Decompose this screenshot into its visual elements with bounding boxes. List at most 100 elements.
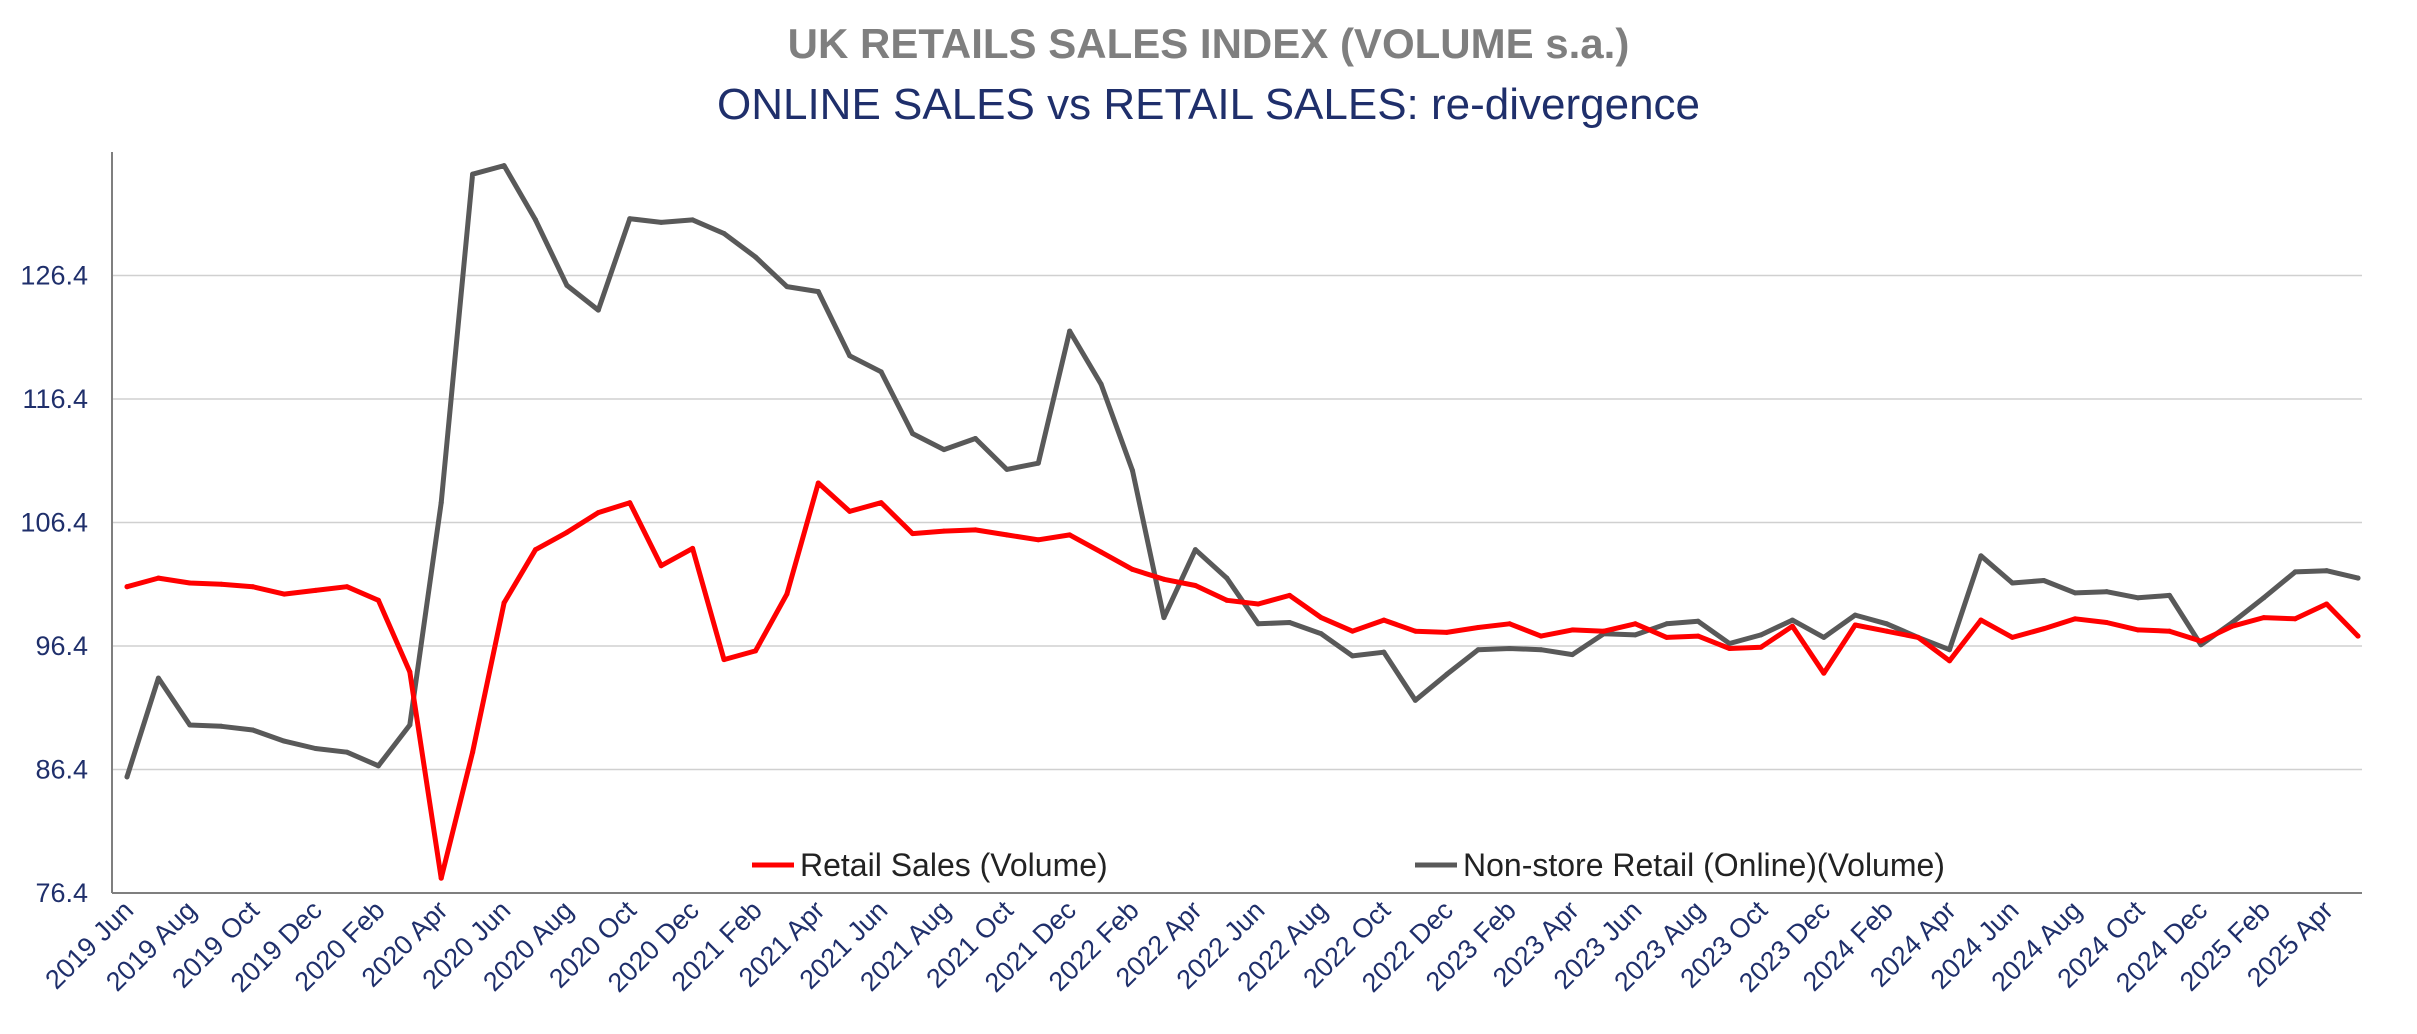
data-point-retail-sales-volume xyxy=(2198,638,2204,644)
data-point-non-store-retail-online-volume xyxy=(2009,580,2015,586)
data-point-non-store-retail-online-volume xyxy=(407,722,413,728)
data-point-retail-sales-volume xyxy=(407,669,413,675)
data-point-non-store-retail-online-volume xyxy=(187,722,193,728)
data-point-retail-sales-volume xyxy=(941,528,947,534)
data-point-retail-sales-volume xyxy=(218,581,224,587)
data-point-non-store-retail-online-volume xyxy=(972,436,978,442)
data-point-non-store-retail-online-volume xyxy=(1947,647,1953,653)
data-point-non-store-retail-online-volume xyxy=(2072,590,2078,596)
data-point-non-store-retail-online-volume xyxy=(375,763,381,769)
data-point-retail-sales-volume xyxy=(1349,628,1355,634)
data-point-non-store-retail-online-volume xyxy=(2261,595,2267,601)
data-point-retail-sales-volume xyxy=(375,597,381,603)
data-point-non-store-retail-online-volume xyxy=(1758,632,1764,638)
data-point-non-store-retail-online-volume xyxy=(124,774,130,780)
data-point-non-store-retail-online-volume xyxy=(1004,466,1010,472)
data-point-retail-sales-volume xyxy=(1695,633,1701,639)
data-point-retail-sales-volume xyxy=(2229,623,2235,629)
data-point-non-store-retail-online-volume xyxy=(721,231,727,237)
data-point-retail-sales-volume xyxy=(1507,621,1513,627)
data-point-retail-sales-volume xyxy=(1664,634,1670,640)
data-point-retail-sales-volume xyxy=(2355,633,2361,639)
data-point-non-store-retail-online-volume xyxy=(501,163,507,169)
data-point-non-store-retail-online-volume xyxy=(1287,620,1293,626)
data-point-retail-sales-volume xyxy=(281,591,287,597)
data-point-non-store-retail-online-volume xyxy=(941,447,947,453)
data-point-retail-sales-volume xyxy=(784,591,790,597)
chart-subtitle: ONLINE SALES vs RETAIL SALES: re-diverge… xyxy=(716,80,1701,129)
data-point-retail-sales-volume xyxy=(124,584,130,590)
data-point-non-store-retail-online-volume xyxy=(1035,460,1041,466)
y-tick-label: 76.4 xyxy=(35,878,88,908)
data-point-retail-sales-volume xyxy=(847,508,853,514)
data-point-retail-sales-volume xyxy=(501,600,507,606)
data-point-retail-sales-volume xyxy=(2072,616,2078,622)
data-point-non-store-retail-online-volume xyxy=(344,749,350,755)
data-point-non-store-retail-online-volume xyxy=(847,353,853,359)
data-point-retail-sales-volume xyxy=(1412,628,1418,634)
data-point-retail-sales-volume xyxy=(1789,623,1795,629)
data-point-non-store-retail-online-volume xyxy=(218,723,224,729)
data-point-non-store-retail-online-volume xyxy=(1412,697,1418,703)
data-point-retail-sales-volume xyxy=(532,547,538,553)
data-point-non-store-retail-online-volume xyxy=(1318,631,1324,637)
data-point-non-store-retail-online-volume xyxy=(1098,381,1104,387)
data-point-non-store-retail-online-volume xyxy=(2292,569,2298,575)
data-point-retail-sales-volume xyxy=(1130,566,1136,572)
data-point-retail-sales-volume xyxy=(1192,582,1198,588)
data-point-retail-sales-volume xyxy=(910,531,916,537)
data-point-retail-sales-volume xyxy=(1569,627,1575,633)
data-point-retail-sales-volume xyxy=(1538,633,1544,639)
data-point-retail-sales-volume xyxy=(1884,628,1890,634)
data-point-non-store-retail-online-volume xyxy=(752,254,758,260)
data-point-non-store-retail-online-volume xyxy=(690,217,696,223)
data-point-retail-sales-volume xyxy=(1758,644,1764,650)
data-point-retail-sales-volume xyxy=(313,587,319,593)
data-point-non-store-retail-online-volume xyxy=(1161,615,1167,621)
data-point-non-store-retail-online-volume xyxy=(1130,468,1136,474)
legend-label: Retail Sales (Volume) xyxy=(800,847,1108,883)
data-point-non-store-retail-online-volume xyxy=(1192,547,1198,553)
data-point-retail-sales-volume xyxy=(1915,634,1921,640)
data-point-non-store-retail-online-volume xyxy=(1695,618,1701,624)
data-point-non-store-retail-online-volume xyxy=(2104,589,2110,595)
data-point-non-store-retail-online-volume xyxy=(1067,328,1073,334)
data-point-retail-sales-volume xyxy=(1224,597,1230,603)
data-point-non-store-retail-online-volume xyxy=(2324,568,2330,574)
data-point-retail-sales-volume xyxy=(1381,617,1387,623)
data-point-non-store-retail-online-volume xyxy=(438,500,444,506)
data-point-retail-sales-volume xyxy=(2166,628,2172,634)
data-point-non-store-retail-online-volume xyxy=(1349,653,1355,659)
data-point-retail-sales-volume xyxy=(2009,634,2015,640)
data-point-retail-sales-volume xyxy=(2104,620,2110,626)
data-point-retail-sales-volume xyxy=(1475,624,1481,630)
data-point-non-store-retail-online-volume xyxy=(1569,652,1575,658)
data-point-non-store-retail-online-volume xyxy=(2198,642,2204,648)
data-point-retail-sales-volume xyxy=(1098,549,1104,555)
y-tick-label: 86.4 xyxy=(35,755,88,785)
data-point-non-store-retail-online-volume xyxy=(815,289,821,295)
data-point-retail-sales-volume xyxy=(2261,615,2267,621)
data-point-non-store-retail-online-volume xyxy=(1789,617,1795,623)
data-point-non-store-retail-online-volume xyxy=(878,369,884,375)
data-point-non-store-retail-online-volume xyxy=(1224,575,1230,581)
data-point-retail-sales-volume xyxy=(878,500,884,506)
y-tick-label: 126.4 xyxy=(20,261,88,291)
data-point-non-store-retail-online-volume xyxy=(281,738,287,744)
data-point-non-store-retail-online-volume xyxy=(784,284,790,290)
data-point-non-store-retail-online-volume xyxy=(1381,649,1387,655)
data-point-non-store-retail-online-volume xyxy=(155,675,161,681)
data-point-retail-sales-volume xyxy=(564,529,570,535)
series-line-non-store-retail-online-volume xyxy=(124,163,2361,780)
data-point-retail-sales-volume xyxy=(155,575,161,581)
data-point-non-store-retail-online-volume xyxy=(910,431,916,437)
data-point-retail-sales-volume xyxy=(1255,601,1261,607)
data-point-retail-sales-volume xyxy=(815,480,821,486)
data-point-non-store-retail-online-volume xyxy=(595,307,601,313)
data-point-non-store-retail-online-volume xyxy=(1632,632,1638,638)
data-point-retail-sales-volume xyxy=(721,657,727,663)
data-point-non-store-retail-online-volume xyxy=(1255,621,1261,627)
data-point-non-store-retail-online-volume xyxy=(2166,592,2172,598)
data-point-non-store-retail-online-volume xyxy=(1475,647,1481,653)
